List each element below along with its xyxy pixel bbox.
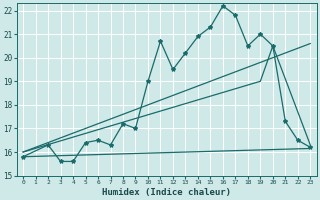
X-axis label: Humidex (Indice chaleur): Humidex (Indice chaleur) [102, 188, 231, 197]
